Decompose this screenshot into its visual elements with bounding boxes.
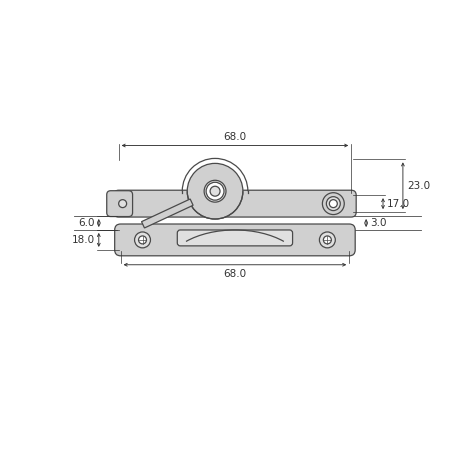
Text: 6.0: 6.0 [78, 218, 95, 228]
Polygon shape [142, 199, 193, 228]
Circle shape [135, 232, 150, 248]
Text: 17.0: 17.0 [387, 198, 410, 209]
Circle shape [204, 180, 226, 202]
Circle shape [206, 182, 224, 200]
Circle shape [329, 200, 338, 207]
Circle shape [322, 193, 344, 215]
Text: 18.0: 18.0 [72, 235, 95, 245]
FancyBboxPatch shape [114, 190, 356, 217]
Text: 68.0: 68.0 [223, 269, 247, 279]
FancyBboxPatch shape [107, 191, 133, 216]
Text: 68.0: 68.0 [223, 131, 247, 141]
Circle shape [139, 236, 147, 244]
Circle shape [320, 232, 335, 248]
Circle shape [210, 186, 220, 196]
Circle shape [324, 236, 331, 244]
Text: 23.0: 23.0 [407, 181, 430, 191]
Circle shape [187, 163, 243, 219]
FancyBboxPatch shape [115, 224, 355, 256]
Circle shape [326, 197, 340, 211]
Text: 3.0: 3.0 [370, 218, 387, 228]
Circle shape [119, 200, 126, 207]
FancyBboxPatch shape [177, 230, 292, 246]
